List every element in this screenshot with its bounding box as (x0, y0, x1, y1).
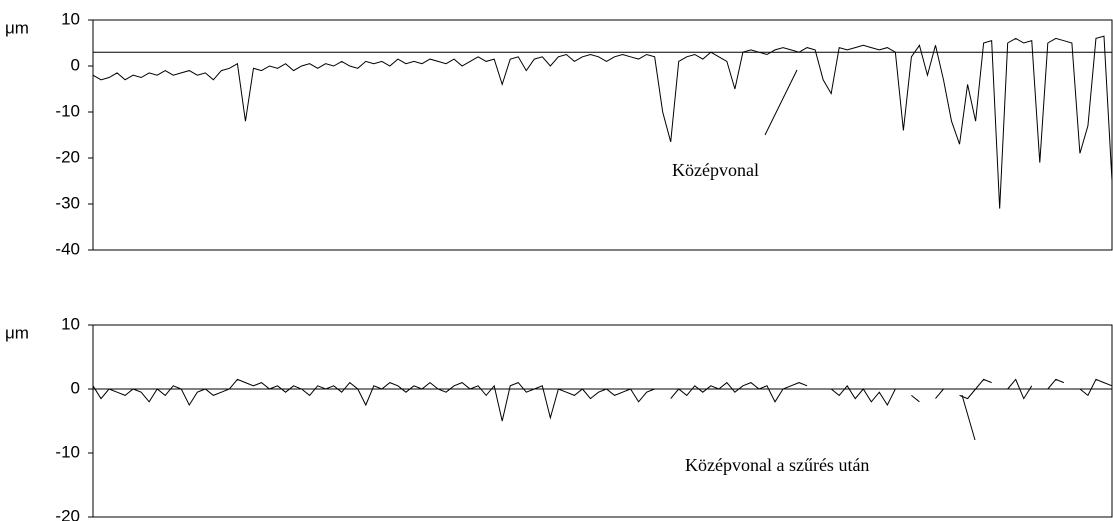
annotation: Középvonal a szűrés után (685, 455, 869, 475)
y-tick-label: -10 (55, 101, 80, 120)
y-tick-label: 10 (61, 314, 80, 333)
annotation-leader (764, 69, 798, 136)
unit-label: μm (5, 323, 29, 342)
y-tick-label: -40 (55, 239, 80, 258)
y-tick-label: -20 (55, 506, 80, 521)
profile-line (92, 378, 1113, 422)
plot-frame (92, 19, 1113, 251)
unit-label: μm (5, 18, 29, 37)
y-tick-label: -30 (55, 193, 80, 212)
y-tick-label: 0 (71, 55, 80, 74)
y-tick-label: 0 (71, 378, 80, 397)
y-tick-label: -10 (55, 442, 80, 461)
annotation: Középvonal (672, 160, 759, 180)
y-tick-label: 10 (61, 9, 80, 28)
annotation-leader (961, 394, 976, 441)
profile-line (92, 35, 1113, 209)
y-tick-label: -20 (55, 147, 80, 166)
plot-frame (92, 324, 1113, 518)
